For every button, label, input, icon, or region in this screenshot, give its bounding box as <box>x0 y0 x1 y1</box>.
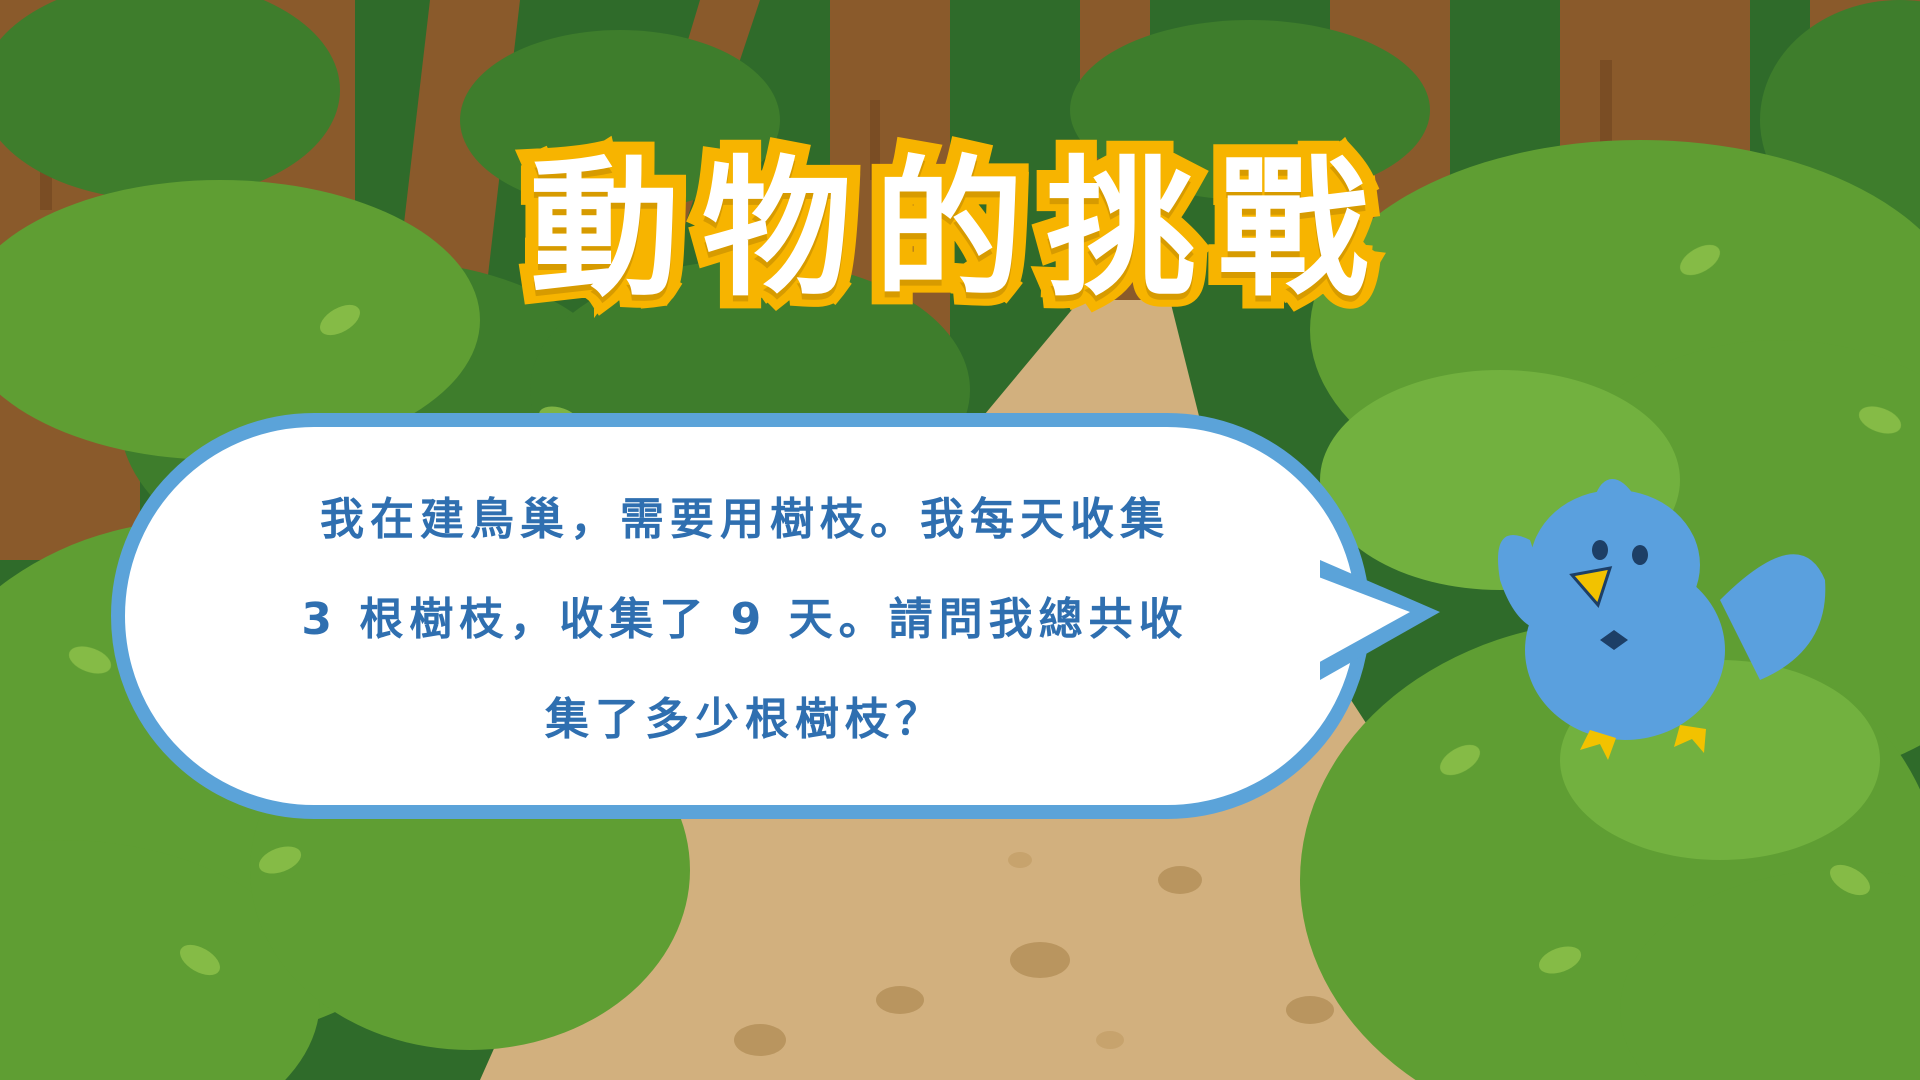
speech-bubble-text: 我在建鳥巢，需要用樹枝。我每天收集 3 根樹枝，收集了 9 天。請問我總共收 集… <box>190 470 1300 770</box>
question-line-2: 3 根樹枝，收集了 9 天。請問我總共收 <box>301 594 1189 645</box>
speech-bubble <box>111 413 1440 819</box>
page-title: 動物的挑戰 <box>517 130 1390 330</box>
question-line-3: 集了多少根樹枝？ <box>545 694 945 745</box>
question-line-1: 我在建鳥巢，需要用樹枝。我每天收集 <box>320 494 1170 545</box>
bird-icon <box>1498 479 1826 760</box>
